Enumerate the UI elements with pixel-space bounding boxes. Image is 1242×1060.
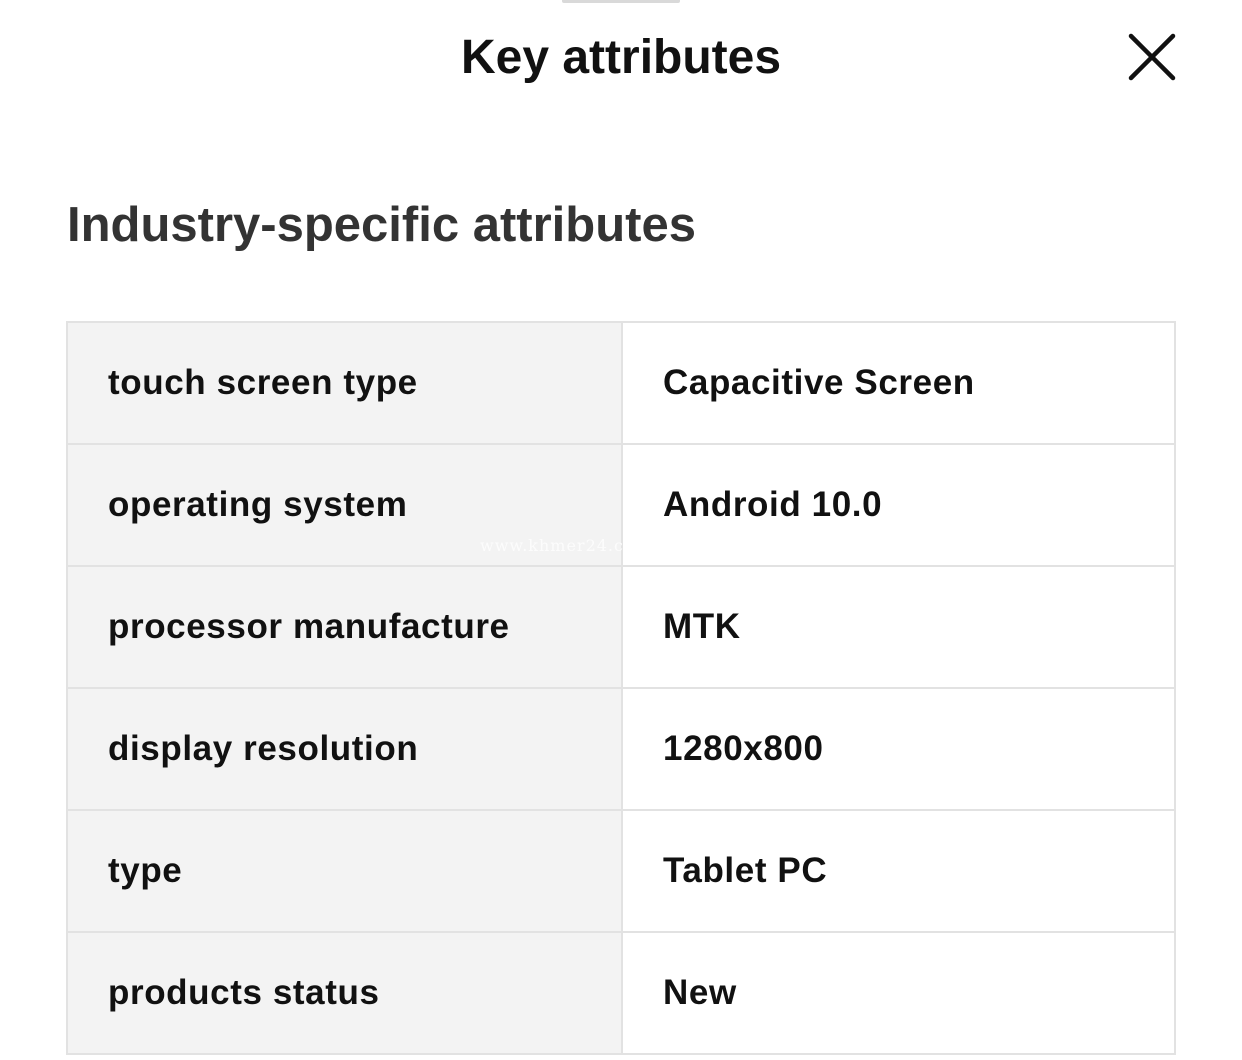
sheet-title: Key attributes (460, 31, 782, 84)
attribute-name: processor manufacture (66, 565, 623, 689)
attribute-name: touch screen type (66, 321, 623, 445)
sheet-grab-handle[interactable] (562, 0, 680, 3)
attribute-value: New (621, 931, 1176, 1055)
attribute-value: MTK (621, 565, 1176, 689)
close-icon (1128, 33, 1176, 81)
section-title: Industry-specific attributes (67, 198, 696, 252)
attribute-value: Android 10.0 (621, 443, 1176, 567)
sheet-header: Key attributes (0, 0, 1242, 115)
attribute-value: Tablet PC (621, 809, 1176, 933)
attribute-value: 1280x800 (621, 687, 1176, 811)
table-row: touch screen type Capacitive Screen (66, 321, 1176, 445)
attribute-name: products status (66, 931, 623, 1055)
table-row: display resolution 1280x800 (66, 687, 1176, 811)
table-row: processor manufacture MTK (66, 565, 1176, 689)
table-row: products status New (66, 931, 1176, 1055)
close-button[interactable] (1123, 28, 1181, 86)
table-row: operating system Android 10.0 (66, 443, 1176, 567)
attribute-value: Capacitive Screen (621, 321, 1176, 445)
attribute-name: operating system (66, 443, 623, 567)
attribute-name: type (66, 809, 623, 933)
table-row: type Tablet PC (66, 809, 1176, 933)
attributes-table: touch screen type Capacitive Screen oper… (66, 321, 1176, 1055)
attribute-name: display resolution (66, 687, 623, 811)
